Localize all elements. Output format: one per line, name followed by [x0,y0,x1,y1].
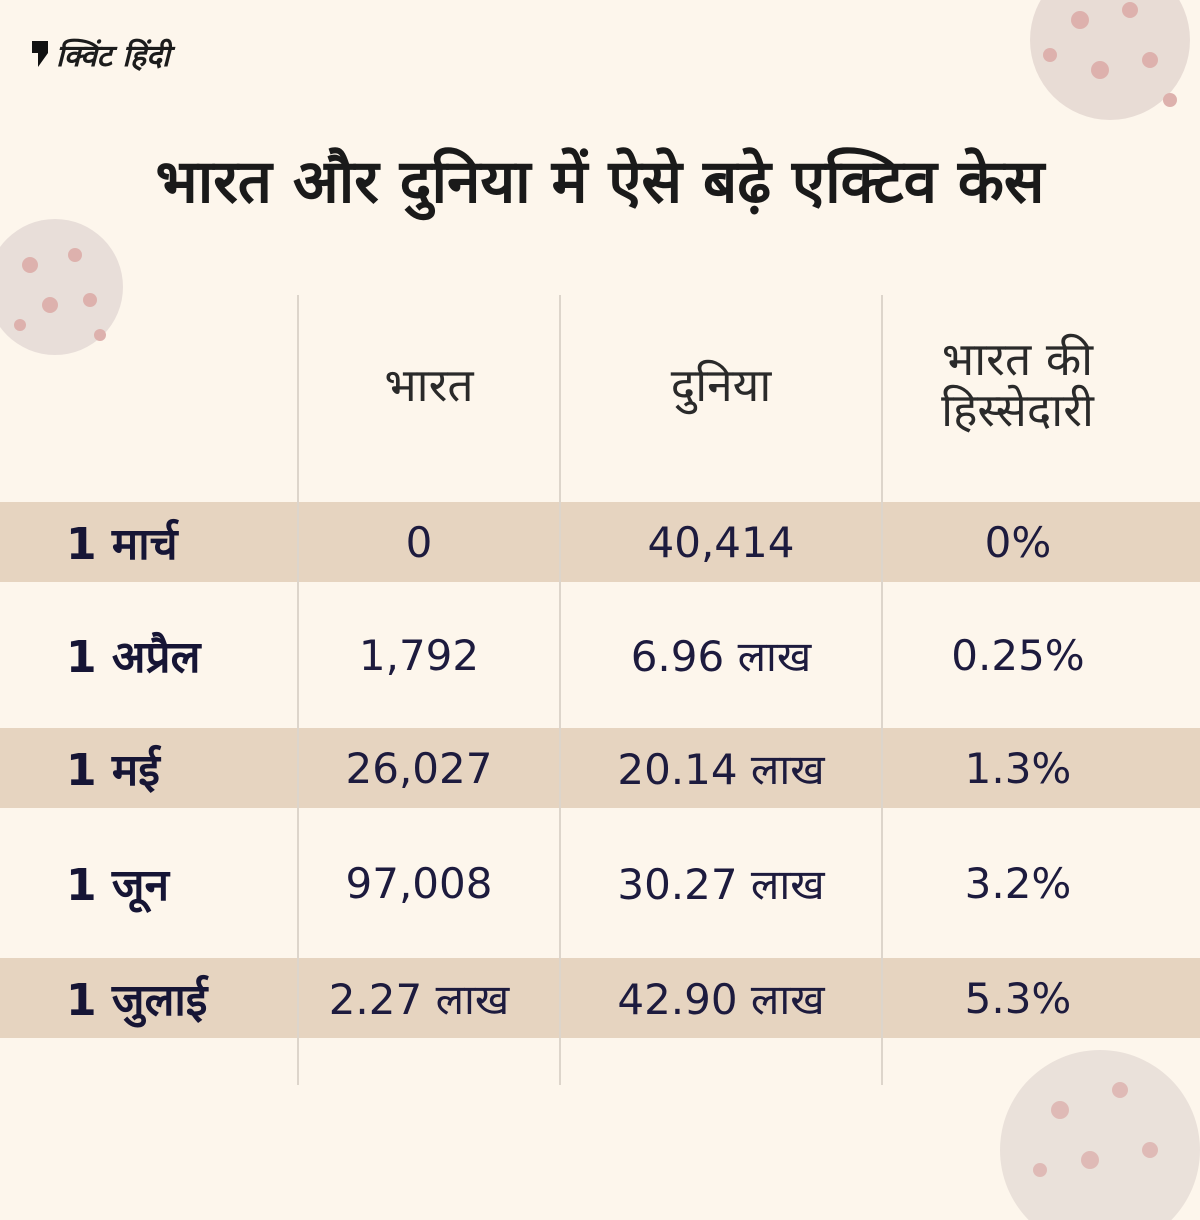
table-row-date: 1 जून [66,860,170,911]
cell-india: 2.27 लाख [328,974,510,1024]
virus-illustration-left [0,219,123,355]
row-band [0,958,1200,1038]
virus-illustration-bottom-right [1000,1050,1200,1220]
row-band [0,728,1200,808]
cell-share: 1.3% [964,743,1072,793]
cell-share: 5.3% [964,973,1072,1023]
row-band [0,502,1200,582]
cell-share: 0% [984,517,1052,567]
quote-mark-icon [32,41,48,67]
column-divider [559,295,561,1085]
brand-name: क्विंट हिंदी [56,38,170,74]
cell-india: 97,008 [345,858,493,908]
cell-world: 20.14 लाख [617,744,825,794]
cell-share: 0.25% [951,630,1085,680]
cell-world: 6.96 लाख [630,631,812,681]
virus-illustration-top-right [1030,0,1190,120]
chart-title: भारत और दुनिया में ऐसे बढ़े एक्टिव केस [155,147,1045,217]
cell-world: 30.27 लाख [617,859,825,909]
header-india: भारत [384,357,474,412]
table-row-date: 1 मई [66,745,160,796]
table-row-date: 1 अप्रैल [66,632,201,683]
header-world: दुनिया [670,357,772,412]
table-row-date: 1 जुलाई [66,975,208,1026]
cell-india: 26,027 [345,743,493,793]
cell-india: 0 [405,517,433,567]
column-divider [297,295,299,1085]
table-row-date: 1 मार्च [66,519,178,570]
cell-india: 1,792 [358,630,480,680]
cell-share: 3.2% [964,858,1072,908]
cell-world: 42.90 लाख [617,974,825,1024]
column-divider [881,295,883,1085]
cell-world: 40,414 [647,517,795,567]
header-india-share: भारत की हिस्सेदारी [941,332,1094,437]
brand-logo: क्विंट हिंदी [30,32,170,76]
